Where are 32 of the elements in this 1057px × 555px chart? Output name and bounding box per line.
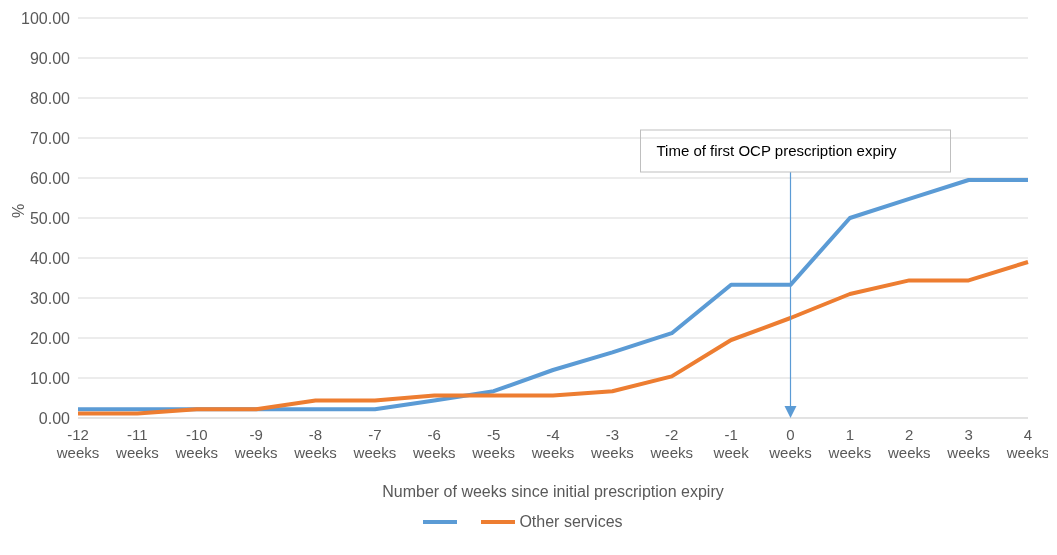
legend-label: Other services bbox=[519, 513, 623, 531]
y-tick-label: 40.00 bbox=[29, 249, 71, 267]
y-tick-label: 0.00 bbox=[38, 409, 71, 427]
x-tick-label: -3 weeks bbox=[590, 426, 634, 461]
x-tick-label: -2 weeks bbox=[649, 426, 694, 461]
x-tick-label: 2 weeks bbox=[886, 426, 931, 461]
x-tick-label: 1 weeks bbox=[827, 426, 872, 461]
x-axis-title: Number of weeks since initial prescription expiry bbox=[382, 483, 724, 500]
x-tick-label: -4 weeks bbox=[530, 426, 575, 461]
x-tick-label: 4 weeks bbox=[1005, 426, 1050, 461]
y-tick-label: 70.00 bbox=[29, 129, 71, 147]
x-tick-label: -10 weeks bbox=[174, 426, 219, 461]
x-tick-label: -12 weeks bbox=[55, 426, 100, 461]
y-tick-label: 30.00 bbox=[29, 289, 71, 307]
x-tick-label: -6 weeks bbox=[411, 426, 456, 461]
y-tick-label: 80.00 bbox=[29, 89, 71, 107]
x-tick-label: -8 weeks bbox=[293, 426, 337, 461]
y-tick-label: 90.00 bbox=[29, 49, 71, 67]
x-tick-label: -5 weeks bbox=[471, 426, 515, 461]
x-tick-label: -7 weeks bbox=[352, 426, 397, 461]
ref-line-label: Time of first OCP prescription expiry bbox=[656, 142, 898, 159]
x-tick-label: -11 weeks bbox=[115, 426, 159, 461]
y-axis-title: % bbox=[9, 203, 27, 218]
x-tick-label: -9 weeks bbox=[233, 426, 278, 461]
y-tick-label: 100.00 bbox=[21, 9, 71, 27]
y-tick-label: 10.00 bbox=[29, 369, 71, 387]
y-tick-label: 20.00 bbox=[29, 329, 71, 347]
y-tick-label: 50.00 bbox=[29, 209, 71, 227]
x-tick-label: -1 week bbox=[712, 426, 750, 461]
y-tick-label: 60.00 bbox=[29, 169, 71, 187]
x-tick-label: 0 weeks bbox=[768, 426, 812, 461]
x-tick-label: 3 weeks bbox=[946, 426, 990, 461]
